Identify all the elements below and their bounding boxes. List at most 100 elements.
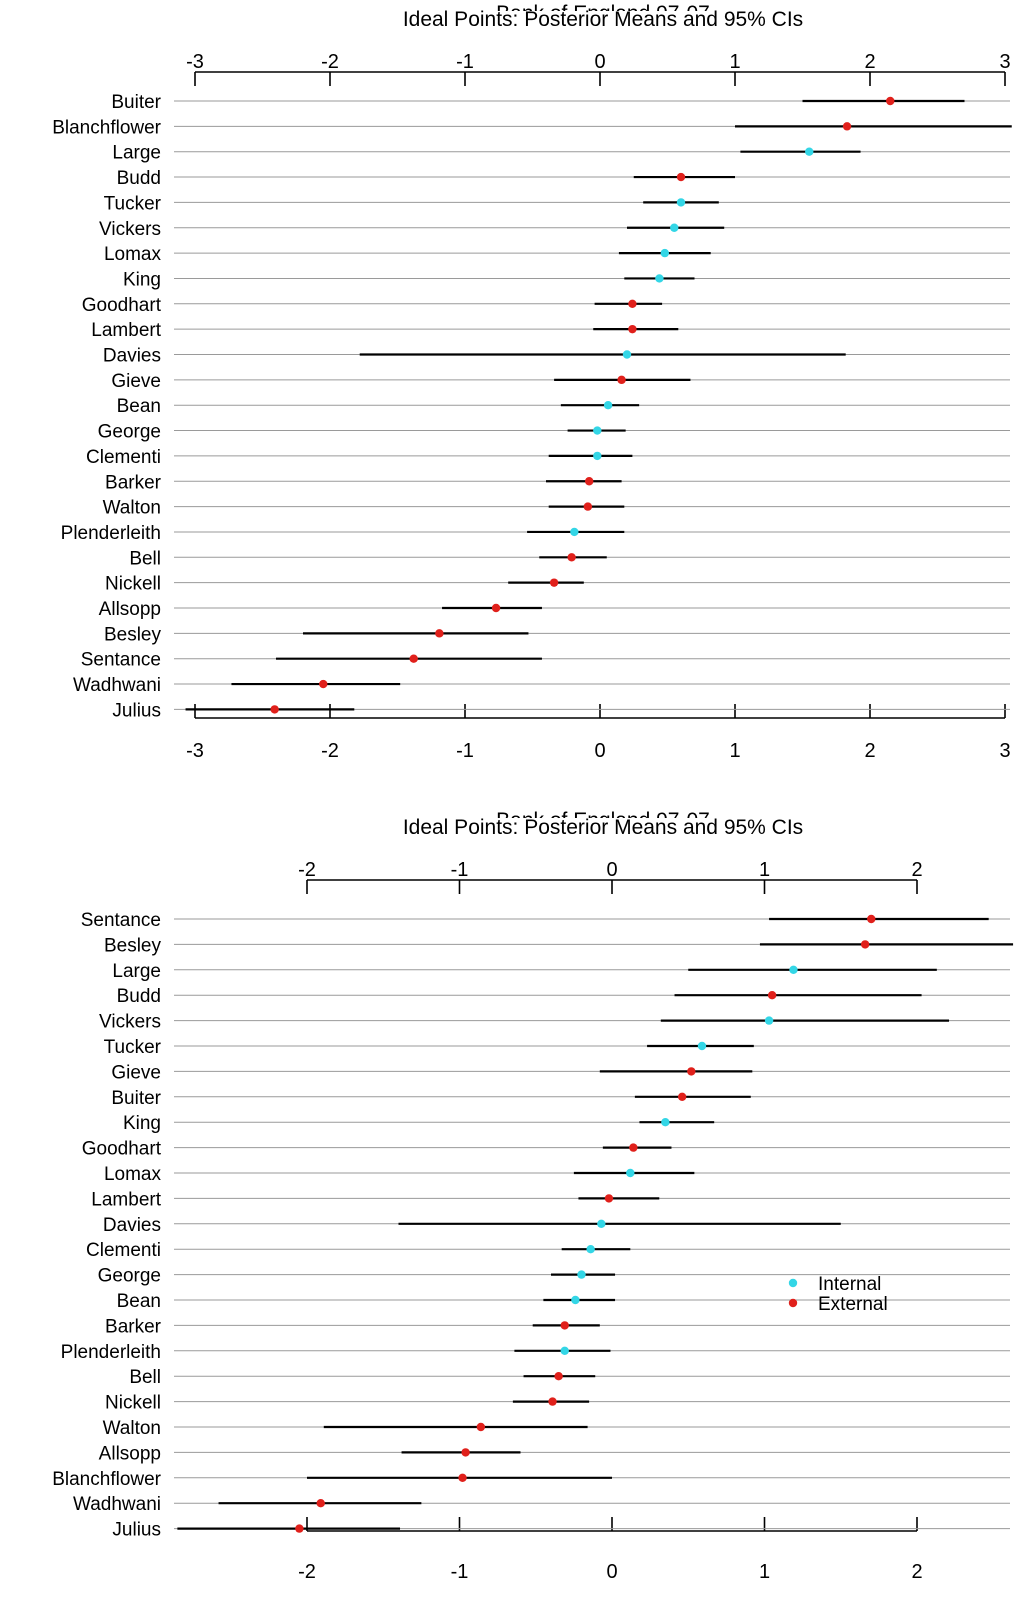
- posterior-mean-point: [548, 1397, 557, 1406]
- posterior-mean-point: [560, 1346, 569, 1356]
- member-label: Sentance: [81, 650, 161, 671]
- posterior-mean-point: [622, 350, 632, 359]
- member-label: Allsopp: [99, 1443, 161, 1464]
- top-tick-label: 1: [759, 859, 770, 881]
- posterior-mean-point: [886, 96, 895, 106]
- posterior-mean-point: [570, 527, 579, 537]
- top-tick-label: 2: [911, 859, 922, 881]
- member-label: Besley: [104, 935, 162, 956]
- top-tick-label: 1: [729, 51, 740, 73]
- posterior-mean-point: [626, 1168, 635, 1178]
- posterior-mean-point: [597, 1219, 606, 1229]
- posterior-mean-point: [867, 914, 876, 924]
- member-label: Vickers: [99, 219, 161, 240]
- chart-supertitle-cut: Bank of England 97-07: [496, 809, 710, 832]
- member-label: Allsopp: [99, 599, 161, 620]
- member-label: Bell: [129, 1367, 161, 1388]
- member-label: Blanchflower: [52, 1469, 161, 1490]
- member-label: Clementi: [86, 1240, 161, 1261]
- posterior-mean-point: [567, 553, 576, 562]
- bottom-tick-label: 0: [594, 740, 605, 762]
- member-label: Bean: [117, 396, 161, 417]
- member-label: Lambert: [91, 320, 161, 341]
- posterior-mean-point: [670, 223, 679, 232]
- bottom-tick-label: -2: [321, 740, 339, 762]
- posterior-mean-point: [583, 502, 593, 511]
- posterior-mean-point: [295, 1524, 304, 1533]
- posterior-mean-point: [409, 654, 418, 663]
- posterior-mean-point: [586, 1245, 595, 1254]
- posterior-mean-point: [319, 679, 328, 689]
- member-label: Goodhart: [82, 295, 162, 316]
- legend-label: External: [818, 1294, 888, 1315]
- member-label: Bean: [117, 1291, 161, 1312]
- posterior-mean-point: [585, 477, 594, 486]
- member-label: George: [98, 1266, 161, 1287]
- posterior-mean-point: [461, 1448, 470, 1457]
- member-label: Gieve: [111, 371, 161, 392]
- posterior-mean-point: [805, 147, 814, 156]
- member-label: Plenderleith: [61, 1342, 161, 1363]
- member-label: George: [98, 422, 161, 443]
- member-label: Large: [112, 143, 161, 164]
- posterior-mean-point: [629, 1143, 638, 1152]
- member-label: Bell: [129, 548, 161, 569]
- bottom-tick-label: 0: [606, 1561, 617, 1583]
- bottom-tick-label: -3: [186, 740, 204, 762]
- posterior-mean-point: [593, 451, 602, 461]
- posterior-mean-point: [577, 1270, 586, 1279]
- member-label: Buiter: [111, 92, 161, 113]
- member-label: Walton: [103, 1418, 161, 1439]
- member-label: Budd: [117, 168, 161, 189]
- posterior-mean-point: [270, 705, 279, 714]
- member-label: King: [123, 1113, 161, 1134]
- bottom-tick-label: -2: [298, 1561, 316, 1583]
- bottom-tick-label: 3: [999, 740, 1010, 762]
- member-label: Lomax: [104, 1164, 162, 1185]
- member-label: Budd: [117, 986, 161, 1007]
- legend-marker: [788, 1278, 798, 1288]
- legend-label: Internal: [818, 1274, 881, 1295]
- member-label: Wadhwani: [73, 1494, 161, 1515]
- member-label: Barker: [105, 472, 162, 493]
- chart-supertitle-cut: Bank of England 97-07: [496, 2, 710, 25]
- bottom-tick-label: 2: [864, 740, 875, 762]
- posterior-mean-point: [655, 274, 664, 283]
- member-label: Nickell: [105, 1393, 161, 1414]
- top-tick-label: -2: [298, 859, 316, 881]
- top-tick-label: 2: [864, 51, 875, 73]
- posterior-mean-point: [476, 1422, 486, 1432]
- member-label: Clementi: [86, 447, 161, 468]
- member-label: Vickers: [99, 1012, 161, 1033]
- posterior-mean-point: [676, 198, 686, 207]
- member-label: Barker: [105, 1316, 162, 1337]
- posterior-mean-point: [554, 1372, 563, 1381]
- member-label: Tucker: [104, 193, 162, 214]
- top-tick-label: -3: [186, 51, 204, 73]
- member-label: Walton: [103, 498, 161, 519]
- member-label: Tucker: [104, 1037, 162, 1058]
- posterior-mean-point: [617, 375, 626, 385]
- posterior-mean-point: [560, 1321, 569, 1330]
- posterior-mean-point: [677, 1092, 687, 1102]
- posterior-mean-point: [571, 1295, 580, 1305]
- posterior-mean-point: [628, 299, 637, 308]
- top-tick-label: 3: [999, 51, 1010, 73]
- member-label: Wadhwani: [73, 675, 161, 696]
- bottom-tick-label: -1: [451, 1561, 469, 1583]
- member-label: King: [123, 269, 161, 290]
- member-label: Plenderleith: [61, 523, 161, 544]
- posterior-mean-point: [697, 1041, 707, 1051]
- member-label: Davies: [103, 346, 161, 367]
- member-label: Nickell: [105, 574, 161, 595]
- member-label: Sentance: [81, 910, 161, 931]
- member-label: Buiter: [111, 1088, 161, 1109]
- posterior-mean-point: [764, 1016, 774, 1025]
- posterior-mean-point: [458, 1473, 467, 1483]
- legend-marker: [788, 1298, 798, 1308]
- bottom-tick-label: -1: [456, 740, 474, 762]
- bottom-tick-label: 2: [911, 1561, 922, 1583]
